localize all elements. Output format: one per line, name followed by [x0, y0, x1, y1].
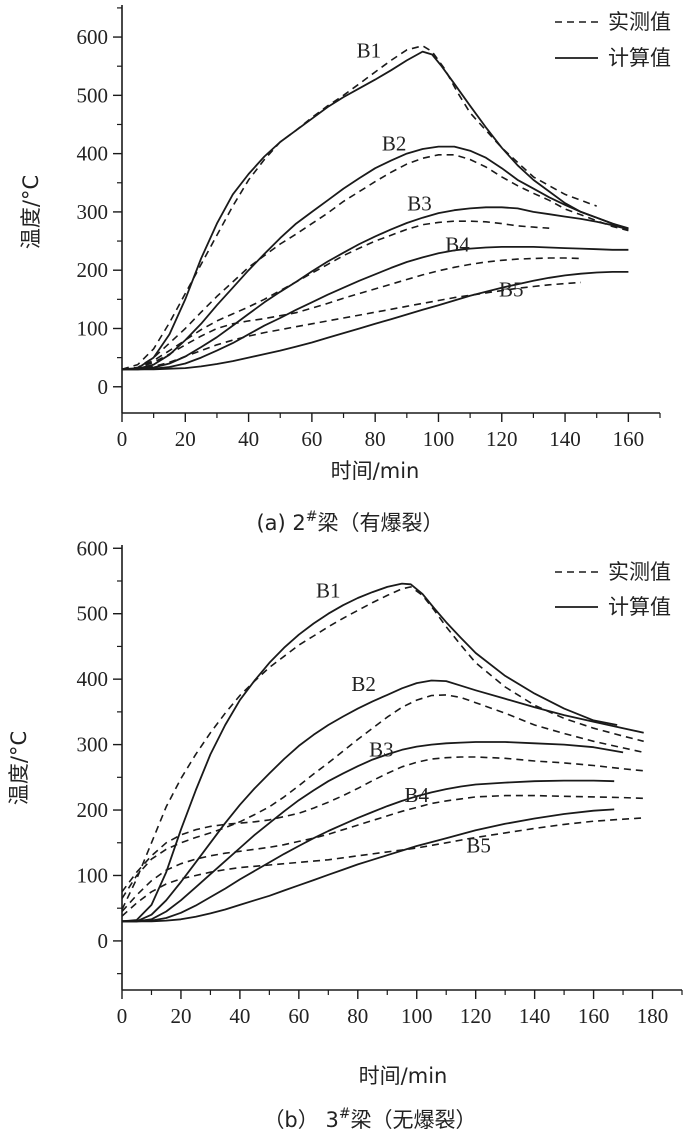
x-tick-label: 140 [519, 1004, 551, 1028]
y-tick-label: 0 [98, 929, 109, 953]
series-label-b5: B5 [466, 834, 491, 858]
series-b2-calculated-line [121, 145, 629, 371]
series-b1-measured-line [121, 44, 597, 371]
series-label-b5: B5 [499, 277, 524, 301]
x-tick-label: 0 [117, 1004, 128, 1028]
series-b2-calculated-line [122, 679, 644, 923]
y-axis-title: 温度/°C [7, 731, 31, 805]
series-b1-calculated-line [121, 582, 618, 923]
x-tick-label: 120 [486, 427, 518, 451]
chart-panel-a: 0 20 40 60 80 100 120 140 160 0 100 200 300 400 500 600… [19, 5, 671, 535]
x-tick-label: 20 [175, 427, 196, 451]
x-tick-label: 100 [423, 427, 455, 451]
caption-suffix: 梁（无爆裂） [351, 1108, 477, 1132]
series-b3-calculated-line [122, 206, 629, 371]
x-tick-label: 20 [170, 1004, 191, 1028]
y-tick-label: 500 [77, 602, 109, 626]
x-axis-title: 时间/min [359, 1064, 448, 1088]
series-label-b1: B1 [316, 578, 341, 602]
chart-caption: (a) 2#梁（有爆裂） [256, 509, 443, 535]
series-b5-calculated-line [122, 270, 629, 371]
x-tick-label: 80 [365, 427, 386, 451]
series-b5-measured-line [121, 817, 644, 917]
y-tick-label: 100 [77, 316, 109, 340]
y-tick-label: 400 [77, 142, 109, 166]
series-b5-calculated-line [122, 808, 615, 923]
caption-suffix: 梁（有爆裂） [318, 511, 444, 535]
x-tick-label: 160 [613, 427, 645, 451]
series-b3-measured-line [121, 220, 550, 371]
series-b2-measured-line [121, 694, 644, 899]
x-tick-label: 120 [460, 1004, 492, 1028]
series-label-b3: B3 [369, 737, 394, 761]
x-tick-label: 60 [301, 427, 322, 451]
caption-superscript: # [306, 509, 318, 525]
y-tick-label: 100 [77, 863, 109, 887]
x-axis-title: 时间/min [331, 459, 420, 483]
y-tick-label: 300 [77, 200, 109, 224]
series-label-b3: B3 [407, 192, 432, 216]
legend-measured-label: 实测值 [608, 560, 671, 584]
series-label-b4: B4 [404, 783, 429, 807]
chart-panel-b: 0 20 40 60 80 100 120 140 160 180 0 100 200 300 400 500… [7, 536, 683, 1132]
y-tick-label: 600 [77, 536, 109, 560]
caption-prefix: (a) 2 [256, 511, 305, 535]
y-tick-label: 500 [77, 83, 109, 107]
x-tick-label: 60 [288, 1004, 309, 1028]
y-tick-label: 600 [77, 25, 109, 49]
x-tick-label: 40 [238, 427, 259, 451]
caption-superscript: # [339, 1106, 351, 1122]
x-tick-label: 0 [117, 427, 128, 451]
series-b4-measured-line [121, 257, 581, 371]
y-tick-label: 200 [77, 798, 109, 822]
series-b1-calculated-line [121, 50, 629, 371]
x-tick-label: 180 [637, 1004, 669, 1028]
series-label-b2: B2 [351, 672, 376, 696]
y-tick-label: 0 [98, 375, 109, 399]
legend-measured-label: 实测值 [608, 10, 671, 34]
y-tick-label: 400 [77, 667, 109, 691]
series-label-b4: B4 [445, 233, 470, 257]
legend-calculated-label: 计算值 [608, 595, 671, 619]
x-tick-label: 80 [347, 1004, 368, 1028]
series-b1-measured-line [121, 586, 644, 910]
series-b4-calculated-line [122, 245, 629, 371]
series-b3-calculated-line [122, 741, 624, 923]
series-b3-measured-line [121, 756, 644, 893]
x-tick-label: 100 [401, 1004, 433, 1028]
series-b4-calculated-line [122, 779, 615, 923]
x-tick-label: 40 [229, 1004, 250, 1028]
chart-caption: （b） 3#梁（无爆裂） [263, 1106, 476, 1132]
x-tick-label: 160 [578, 1004, 610, 1028]
x-tick-label: 140 [549, 427, 581, 451]
y-axis-title: 温度/°C [19, 175, 43, 249]
caption-prefix: （b） 3 [263, 1108, 338, 1132]
series-label-b1: B1 [357, 38, 382, 62]
series-b4-measured-line [121, 794, 644, 913]
y-tick-label: 300 [77, 733, 109, 757]
series-b2-measured-line [121, 154, 629, 371]
series-label-b2: B2 [382, 132, 407, 156]
y-tick-label: 200 [77, 258, 109, 282]
legend-calculated-label: 计算值 [608, 46, 671, 70]
